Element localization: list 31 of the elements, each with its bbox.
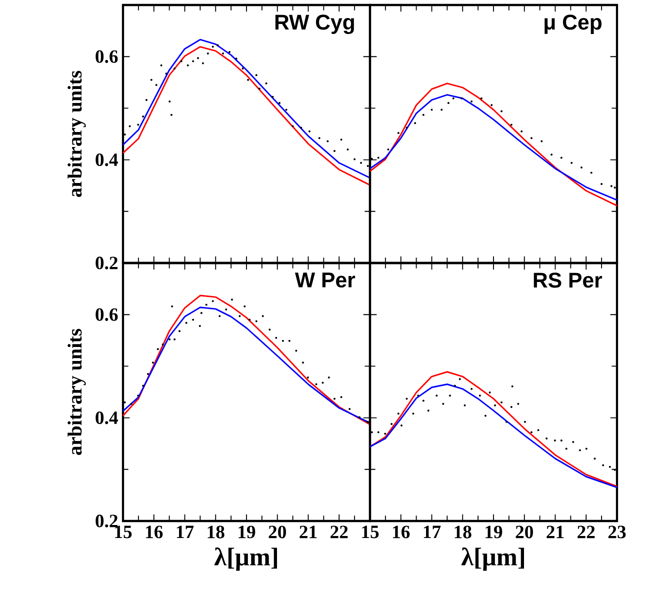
chart-title: RS Per bbox=[534, 272, 602, 288]
x-axis-title: λ[μm] bbox=[214, 547, 277, 571]
x-tick-label: 15 bbox=[362, 526, 379, 538]
chart-title: W Per bbox=[294, 272, 356, 288]
x-tick-label: 23 bbox=[608, 526, 626, 538]
y-tick-label: 0.4 bbox=[96, 153, 118, 166]
x-tick-label: 18 bbox=[208, 526, 224, 538]
y-axis-title: arbitrary units bbox=[68, 328, 86, 455]
x-axis-title: λ[μm] bbox=[461, 547, 524, 571]
x-tick-label: 17 bbox=[176, 526, 194, 538]
x-tick-label: 16 bbox=[393, 526, 410, 538]
y-tick-label: 0.2 bbox=[96, 514, 118, 528]
x-tick-label: 20 bbox=[516, 526, 533, 538]
x-tick-label: 21 bbox=[546, 526, 564, 538]
x-tick-label: 22 bbox=[578, 526, 595, 538]
x-tick-label: 19 bbox=[238, 526, 256, 538]
x-tick-label: 19 bbox=[486, 526, 502, 538]
y-tick-label: 0.6 bbox=[96, 308, 118, 321]
y-tick-label: 0.6 bbox=[96, 50, 118, 63]
x-tick-label: 15 bbox=[115, 526, 132, 538]
chart-title: μ Cep bbox=[544, 14, 602, 34]
x-tick-label: 18 bbox=[454, 526, 472, 538]
y-tick-label: 0.4 bbox=[96, 411, 118, 424]
x-tick-label: 22 bbox=[330, 526, 348, 538]
x-tick-label: 16 bbox=[146, 526, 163, 538]
x-tick-label: 17 bbox=[424, 526, 441, 538]
y-tick-label: 0.2 bbox=[96, 256, 118, 270]
chart-title: RW Cyg bbox=[275, 14, 354, 34]
y-axis-title: arbitrary units bbox=[68, 70, 86, 197]
x-tick-label: 21 bbox=[300, 526, 317, 538]
x-tick-label: 20 bbox=[268, 526, 286, 538]
